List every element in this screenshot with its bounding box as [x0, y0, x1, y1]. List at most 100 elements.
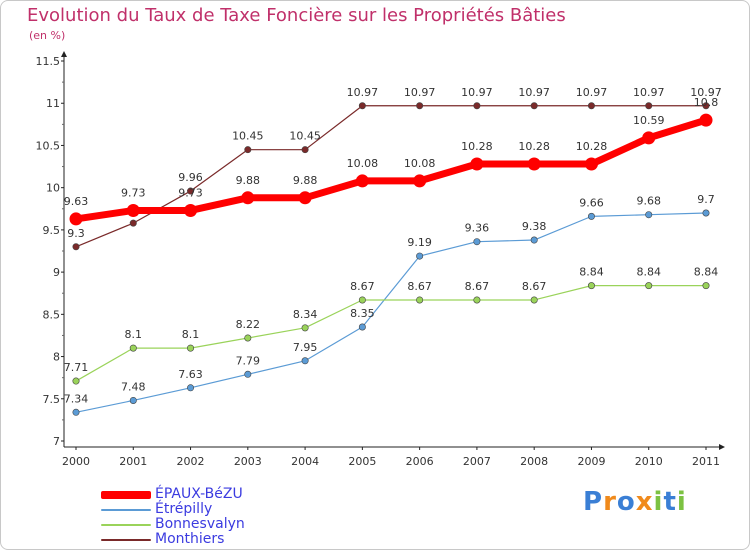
- y-tick-label: 11.5: [36, 55, 61, 68]
- data-point: [187, 344, 195, 352]
- y-tick-label: 8: [53, 351, 60, 364]
- data-label: 8.67: [465, 280, 490, 293]
- data-point: [587, 212, 595, 220]
- data-label: 8.84: [579, 266, 604, 279]
- y-tick-label: 10: [46, 182, 60, 195]
- data-label: 9.19: [407, 236, 432, 249]
- legend-swatch: [101, 491, 151, 499]
- x-tick-label: 2003: [234, 455, 262, 468]
- legend-swatch: [101, 509, 151, 511]
- y-axis-arrow: [61, 51, 67, 57]
- x-tick-label: 2001: [119, 455, 147, 468]
- data-point: [473, 296, 481, 304]
- x-tick-label: 2010: [635, 455, 663, 468]
- data-label: 8.35: [350, 307, 375, 320]
- y-tick-label: 10.5: [36, 139, 61, 152]
- y-tick-label: 9: [53, 266, 60, 279]
- legend-item: Étrépilly: [101, 501, 361, 518]
- data-point: [187, 384, 195, 392]
- data-label: 8.67: [522, 280, 547, 293]
- data-point: [187, 187, 195, 195]
- data-point: [244, 370, 252, 378]
- data-label: 7.79: [236, 354, 261, 367]
- data-point: [301, 357, 309, 365]
- data-label: 8.1: [182, 328, 200, 341]
- data-point: [129, 344, 137, 352]
- data-label: 10.28: [518, 140, 550, 153]
- x-tick-label: 2002: [177, 455, 205, 468]
- legend-label: Bonnesvalyn: [155, 516, 245, 532]
- data-label: 9.36: [465, 222, 490, 235]
- data-point: [72, 243, 80, 251]
- data-label: 9.73: [121, 186, 146, 199]
- data-label: 9.73: [178, 186, 203, 199]
- legend-swatch: [101, 524, 151, 526]
- data-label: 10.28: [461, 140, 493, 153]
- legend-item: ÉPAUX-BéZU: [101, 486, 361, 503]
- data-point: [358, 323, 366, 331]
- data-point: [72, 408, 80, 416]
- data-label: 10.45: [232, 130, 264, 143]
- data-point: [416, 252, 424, 260]
- data-label: 8.84: [694, 266, 719, 279]
- series-line: [75, 212, 707, 413]
- x-tick-label: 2009: [577, 455, 605, 468]
- data-label: 10.97: [633, 86, 665, 99]
- data-label: 8.22: [236, 318, 261, 331]
- data-label: 9.3: [67, 227, 85, 240]
- data-label: 7.34: [64, 392, 89, 405]
- data-point: [358, 102, 366, 110]
- data-point: [413, 174, 427, 188]
- data-label: 10.97: [690, 86, 722, 99]
- x-tick-label: 2005: [348, 455, 376, 468]
- data-label: 7.63: [178, 368, 203, 381]
- legend-swatch: [101, 539, 151, 541]
- series-line: [75, 105, 707, 248]
- data-point: [527, 157, 541, 171]
- data-label: 9.63: [64, 195, 89, 208]
- data-label: 9.88: [236, 174, 261, 187]
- logo-letter: x: [635, 487, 654, 517]
- y-tick-label: 11: [46, 97, 60, 110]
- data-point: [530, 236, 538, 244]
- y-tick-label: 7.5: [43, 393, 61, 406]
- logo-letter: r: [603, 487, 617, 517]
- data-label: 10.97: [518, 86, 550, 99]
- data-label: 10.97: [347, 86, 379, 99]
- proxiti-logo: Proxiti: [583, 487, 687, 517]
- data-label: 9.96: [178, 171, 203, 184]
- data-label: 10.97: [576, 86, 608, 99]
- data-label: 9.88: [293, 174, 318, 187]
- data-label: 10.59: [633, 114, 665, 127]
- data-point: [241, 191, 255, 205]
- data-label: 8.1: [125, 328, 143, 341]
- y-tick-label: 8.5: [43, 308, 61, 321]
- data-label: 8.34: [293, 308, 318, 321]
- data-label: 8.67: [350, 280, 375, 293]
- data-label: 7.71: [64, 361, 89, 374]
- x-tick-label: 2000: [62, 455, 90, 468]
- chart-axes: 7 7.5 8 8.5 9 9.5 10 10.5 11 11.5 2000 2001 2002 2003…: [36, 51, 725, 468]
- y-tick-label: 7: [53, 435, 60, 448]
- data-point: [298, 191, 312, 205]
- data-point: [358, 296, 366, 304]
- legend-label: Monthiers: [155, 531, 225, 547]
- legend-item: Bonnesvalyn: [101, 516, 361, 533]
- x-tick-label: 2004: [291, 455, 319, 468]
- data-point: [72, 377, 80, 385]
- chart-unit-label: (en %): [29, 29, 66, 42]
- logo-letter: P: [583, 487, 604, 517]
- data-point: [301, 324, 309, 332]
- data-point: [587, 282, 595, 290]
- legend-label: ÉPAUX-BéZU: [155, 486, 243, 502]
- data-point: [645, 282, 653, 290]
- data-label: 9.7: [697, 193, 715, 206]
- data-point: [473, 238, 481, 246]
- data-label: 9.66: [579, 196, 604, 209]
- logo-letter: i: [653, 487, 664, 517]
- data-label: 7.95: [293, 341, 318, 354]
- chart-series: [69, 102, 713, 416]
- data-label: 10.08: [347, 157, 379, 170]
